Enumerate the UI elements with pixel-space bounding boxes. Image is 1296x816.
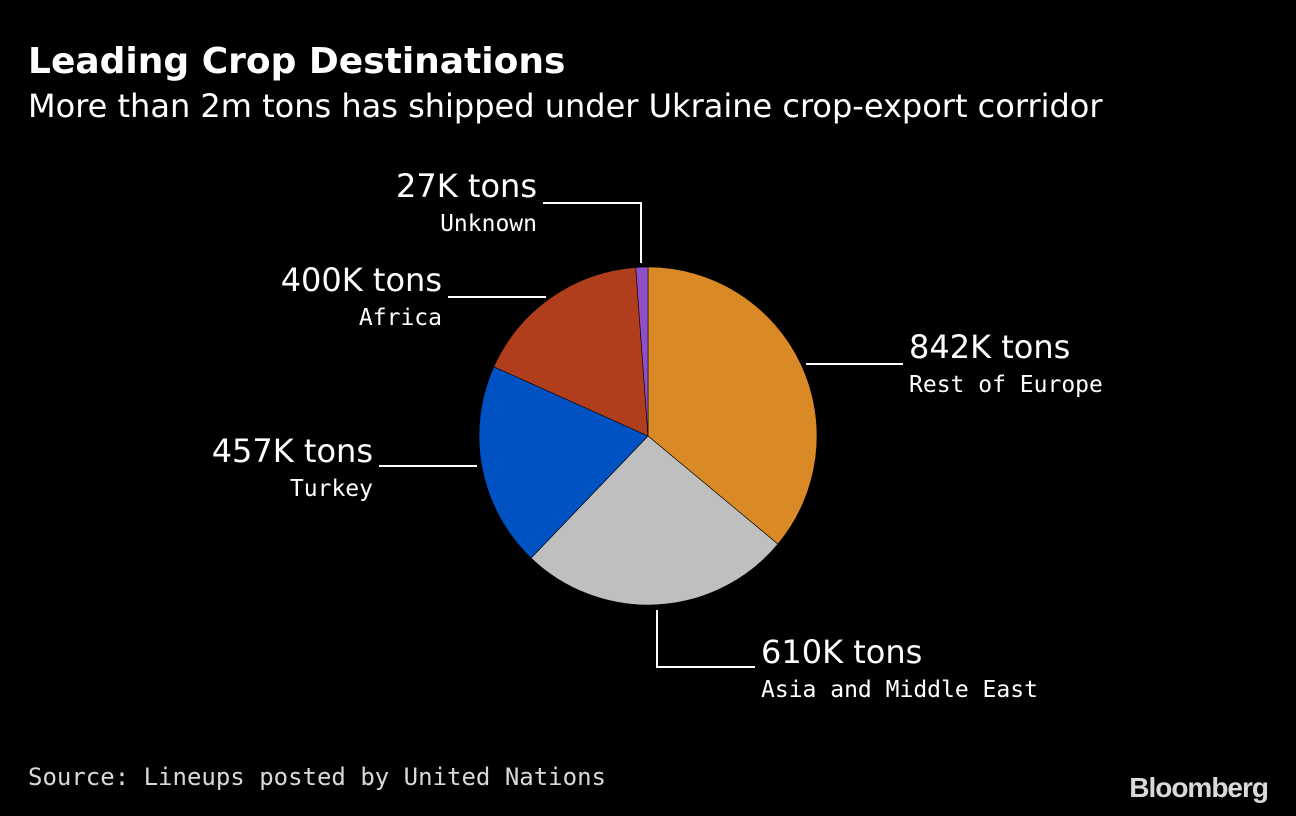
slice-value-label: 610K tons (761, 633, 922, 671)
source-note: Source: Lineups posted by United Nations (28, 763, 606, 791)
slice-value-label: 842K tons (909, 328, 1070, 366)
pie-slice-unknown (635, 266, 649, 437)
slice-category-label: Asia and Middle East (761, 677, 1038, 703)
slice-value-label: 400K tons (281, 261, 442, 299)
pie-slices (478, 266, 818, 606)
chart-subtitle: More than 2m tons has shipped under Ukra… (28, 87, 1103, 125)
leader-line (656, 610, 755, 668)
pie-slice-africa (493, 267, 649, 437)
pie-slice-rest-of-europe (647, 266, 818, 545)
chart-title: Leading Crop Destinations (28, 41, 566, 82)
slice-category-label: Africa (359, 305, 442, 331)
slice-category-label: Rest of Europe (909, 372, 1103, 398)
leader-lines (379, 202, 903, 668)
slice-labels: 842K tons Rest of Europe 610K tons Asia and… (212, 167, 1103, 703)
slice-category-label: Turkey (290, 476, 373, 502)
slice-category-label: Unknown (440, 211, 537, 237)
pie-slice-turkey (478, 366, 649, 559)
leader-line (543, 202, 642, 263)
pie-slice-asia-and-middle-east (530, 435, 779, 606)
slice-value-label: 457K tons (212, 432, 373, 470)
bloomberg-logo: Bloomberg (1129, 772, 1269, 803)
slice-value-label: 27K tons (396, 167, 537, 205)
